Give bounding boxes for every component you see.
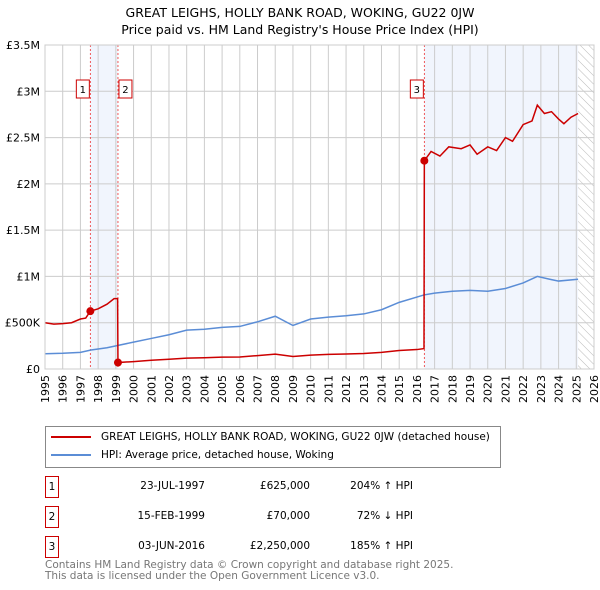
sale-point [86,307,95,316]
price-chart: 1995 1996 1997 1998 1999 2000 2001 2002 2003 2004… [5,39,600,403]
legend-item-hpi: HPI: Average price, detached house, Woki… [46,449,334,461]
series-line [44,275,579,355]
x-tick-label: 2025 [570,375,583,403]
series-line [44,103,579,364]
y-tick-label: £1M [17,270,41,283]
x-tick-label: 2009 [287,375,300,403]
x-tick-label: 2018 [446,375,459,403]
y-tick-label: £1.5M [6,224,40,237]
title-line: GREAT LEIGHS, HOLLY BANK ROAD, WOKING, G… [125,5,475,20]
x-tick-label: 2000 [128,375,141,403]
legend: GREAT LEIGHS, HOLLY BANK ROAD, WOKING, G… [45,426,501,468]
y-tick-label: £0 [26,363,40,376]
x-tick-label: 2015 [393,375,406,403]
x-tick-label: 2003 [181,375,194,403]
legend-label: GREAT LEIGHS, HOLLY BANK ROAD, WOKING, G… [101,431,490,443]
x-tick-label: 2026 [588,375,600,403]
x-tick-label: 2020 [482,375,495,403]
transaction-date: 15-FEB-1999 [137,510,205,522]
forecast-hatch [578,45,594,369]
transaction-number: 2 [45,506,59,528]
legend-item-property: GREAT LEIGHS, HOLLY BANK ROAD, WOKING, G… [46,431,490,443]
x-tick-label: 2017 [429,375,442,403]
transaction-number: 1 [45,476,59,498]
x-tick-label: 2013 [358,375,371,403]
plot-border [44,44,595,370]
legend-swatch-red [51,436,91,438]
y-tick-label: £3M [17,85,41,98]
sale-point [113,358,122,367]
transaction-row: 2 15-FEB-1999 £70,000 72% ↓ HPI [45,506,445,528]
x-tick-label: 2022 [517,375,530,403]
subtitle-line: Price paid vs. HM Land Registry's House … [121,22,479,37]
transaction-hpi: 185% ↑ HPI [350,540,413,552]
x-tick-label: 2021 [499,375,512,403]
x-tick-label: 1995 [39,375,52,403]
x-tick-label: 2005 [216,375,229,403]
chart-title: GREAT LEIGHS, HOLLY BANK ROAD, WOKING, G… [0,4,600,38]
sale-label: 1 [80,85,86,96]
transaction-hpi: 204% ↑ HPI [350,480,413,492]
legend-label: HPI: Average price, detached house, Woki… [101,449,334,461]
x-tick-label: 2010 [305,375,318,403]
y-tick-label: £500K [5,317,41,330]
x-tick-label: 2002 [163,375,176,403]
transaction-date: 03-JUN-2016 [138,540,205,552]
sale-point [420,156,429,165]
x-tick-label: 1997 [74,375,87,403]
shaded-region [424,45,579,369]
sale-label: 3 [414,85,420,96]
transaction-price: £625,000 [259,480,310,492]
sale-label: 2 [122,85,128,96]
x-tick-label: 1999 [110,375,123,403]
transaction-row: 3 03-JUN-2016 £2,250,000 185% ↑ HPI [45,536,445,558]
transaction-price: £70,000 [266,510,310,522]
x-tick-label: 2004 [198,375,211,403]
transaction-hpi: 72% ↓ HPI [356,510,413,522]
sale-label-box [118,79,133,99]
y-tick-label: £2.5M [6,132,40,145]
footer: Contains HM Land Registry data © Crown c… [45,560,453,582]
sale-label-box [75,79,90,99]
x-tick-label: 2012 [340,375,353,403]
sale-label-box [409,79,424,99]
footer-line: Contains HM Land Registry data © Crown c… [45,559,454,571]
x-tick-label: 2008 [269,375,282,403]
transaction-date: 23-JUL-1997 [140,480,205,492]
x-tick-label: 2006 [234,375,247,403]
x-tick-label: 2024 [553,375,566,403]
x-tick-label: 1998 [92,375,105,403]
legend-swatch-blue [51,454,91,456]
transaction-price: £2,250,000 [249,540,310,552]
x-tick-label: 2014 [375,375,388,403]
x-tick-label: 2019 [464,375,477,403]
transaction-row: 1 23-JUL-1997 £625,000 204% ↑ HPI [45,476,445,498]
x-tick-label: 2011 [322,375,335,403]
transaction-number: 3 [45,536,59,558]
x-tick-label: 2023 [535,375,548,403]
x-tick-label: 1996 [57,375,70,403]
x-tick-label: 2007 [252,375,265,403]
x-tick-label: 2001 [145,375,158,403]
footer-line: This data is licensed under the Open Gov… [45,570,380,582]
y-tick-label: £2M [17,178,41,191]
x-tick-label: 2016 [411,375,424,403]
shaded-region [90,45,118,369]
y-tick-label: £3.5M [6,39,40,52]
